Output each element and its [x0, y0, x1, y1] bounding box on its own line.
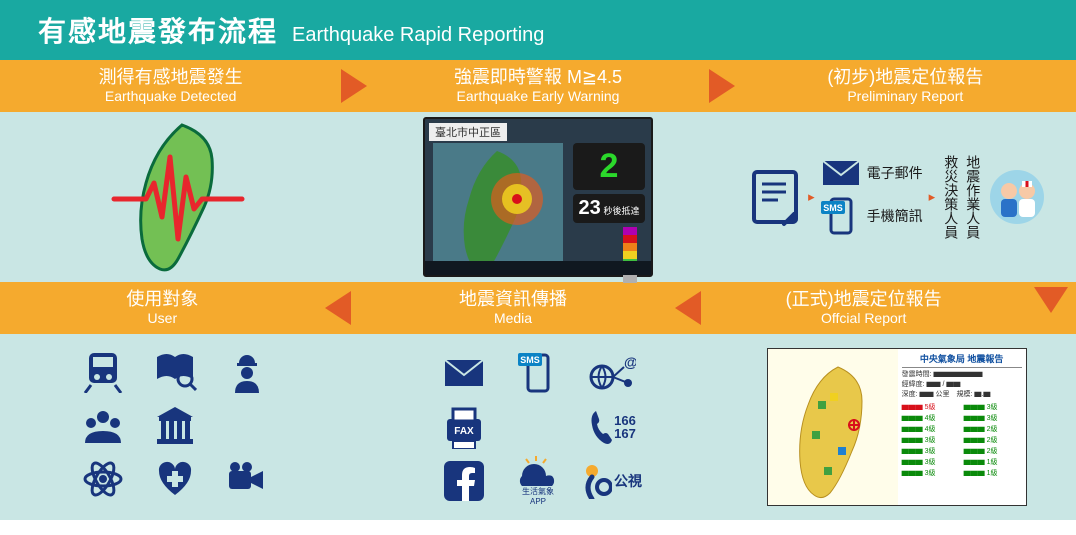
taiwan-seismo-icon: [104, 117, 254, 277]
eew-map-icon: [433, 143, 563, 273]
government-icon: [153, 403, 197, 447]
header: 有感地震發布流程 Earthquake Rapid Reporting: [0, 0, 1076, 60]
svg-text:FAX: FAX: [454, 426, 474, 437]
personnel-avatar-icon: [989, 169, 1045, 225]
step-official: (正式)地震定位報告 Offcial Report: [701, 289, 1026, 327]
step-user-en: User: [148, 310, 178, 327]
arrow-right-icon: [341, 69, 367, 103]
phone-sms-icon: SMS: [821, 197, 861, 235]
fax-icon: FAX: [441, 405, 487, 449]
step-eew-en: Earthquake Early Warning: [457, 88, 620, 105]
step-detected: 測得有感地震發生 Earthquake Detected: [0, 67, 341, 105]
small-arrow-icon: ▸: [808, 189, 815, 205]
step-media-en: Media: [494, 310, 532, 327]
header-title-zh: 有感地震發布流程: [38, 10, 278, 50]
step-media-zh: 地震資訊傳播: [459, 289, 567, 311]
label-email: 電子郵件: [867, 163, 923, 183]
step-official-en: Offcial Report: [821, 310, 906, 327]
arrow-right-icon: [709, 69, 735, 103]
pts-label: 公視: [614, 471, 642, 491]
step-prelim: (初步)地震定位報告 Preliminary Report: [735, 67, 1076, 105]
arrow-left-icon: [325, 291, 351, 325]
pts-tv-icon: 公視: [582, 463, 642, 499]
facebook-icon: [444, 461, 484, 501]
step-eew: 強震即時警報 M≧4.5 Earthquake Early Warning: [367, 67, 708, 105]
train-icon: [81, 349, 125, 393]
eew-footer: [425, 261, 651, 275]
arrow-down-icon: [1034, 287, 1068, 330]
label-sms: 手機簡訊: [867, 206, 923, 226]
book-search-icon: [153, 349, 197, 393]
people-group-icon: [81, 403, 125, 447]
app-caption: 生活氣象 APP: [516, 486, 560, 506]
step-official-zh: (正式)地震定位報告: [786, 289, 942, 311]
phone-167-label: 167: [614, 427, 636, 440]
step-prelim-en: Preliminary Report: [847, 88, 963, 105]
panel-detected: [0, 112, 359, 282]
eew-screen-title: 臺北市中正區: [429, 123, 507, 141]
eew-intensity: 23 秒後抵達: [573, 194, 645, 223]
camera-video-icon: [225, 457, 269, 501]
panel-prelim: ▸ 電子郵件 SMS 手機簡訊 ▸ 救災決策人員 地震作業人員: [717, 112, 1076, 282]
flow-bar-top: 測得有感地震發生 Earthquake Detected 強震即時警報 M≧4.…: [0, 60, 1076, 112]
step-user: 使用對象 User: [0, 289, 325, 327]
flow-bar-bottom: 使用對象 User 地震資訊傳播 Media (正式)地震定位報告 Offcia…: [0, 282, 1076, 334]
step-media: 地震資訊傳播 Media: [351, 289, 676, 327]
panel-media: SMS @ FAX 166 167 生活氣象 APP 公視: [359, 334, 718, 520]
header-title-en: Earthquake Rapid Reporting: [292, 24, 544, 47]
phone-sms-icon: SMS: [518, 351, 558, 395]
eew-screen: 臺北市中正區 2 23 秒後抵達: [423, 117, 653, 277]
official-report: 中央氣象局 地震報告 發震時間: ▆▆▆▆▆▆▆ 經緯度: ▆▆ / ▆▆ 深度…: [767, 348, 1027, 506]
eew-countdown-number: 2: [600, 147, 619, 185]
small-arrow-icon: ▸: [929, 189, 936, 205]
globe-network-icon: @: [588, 353, 636, 393]
eew-countdown: 2: [573, 143, 645, 190]
eew-intensity-number: 23: [578, 197, 600, 219]
panel-eew: 臺北市中正區 2 23 秒後抵達: [359, 112, 718, 282]
svg-text:@: @: [624, 354, 636, 370]
panel-official: 中央氣象局 地震報告 發震時間: ▆▆▆▆▆▆▆ 經緯度: ▆▆ / ▆▆ 深度…: [717, 334, 1076, 520]
graphics-row-bottom: SMS @ FAX 166 167 生活氣象 APP 公視: [0, 334, 1076, 520]
atom-icon: [81, 457, 125, 501]
heart-plus-icon: [153, 457, 197, 501]
step-prelim-zh: (初步)地震定位報告: [827, 67, 983, 89]
svg-text:SMS: SMS: [520, 355, 540, 365]
phone-166-167-icon: 166 167: [588, 407, 636, 447]
step-detected-zh: 測得有感地震發生: [99, 67, 243, 89]
label-seismic-personnel: 地震作業人員: [963, 155, 983, 239]
step-eew-zh: 強震即時警報 M≧4.5: [454, 67, 622, 89]
graphics-row-top: 臺北市中正區 2 23 秒後抵達: [0, 112, 1076, 282]
app-icon: 生活氣象 APP: [516, 456, 560, 506]
official-report-map-icon: [768, 349, 898, 505]
envelope-icon: [443, 358, 485, 388]
label-rescue-personnel: 救災決策人員: [941, 155, 961, 239]
panel-users: [0, 334, 359, 520]
step-detected-en: Earthquake Detected: [105, 88, 237, 105]
worker-icon: [225, 349, 269, 393]
document-icon: [748, 166, 802, 228]
envelope-icon: [821, 159, 861, 187]
official-report-title: 中央氣象局 地震報告: [902, 352, 1022, 365]
svg-text:SMS: SMS: [823, 203, 843, 213]
arrow-left-icon: [675, 291, 701, 325]
step-user-zh: 使用對象: [126, 289, 198, 311]
